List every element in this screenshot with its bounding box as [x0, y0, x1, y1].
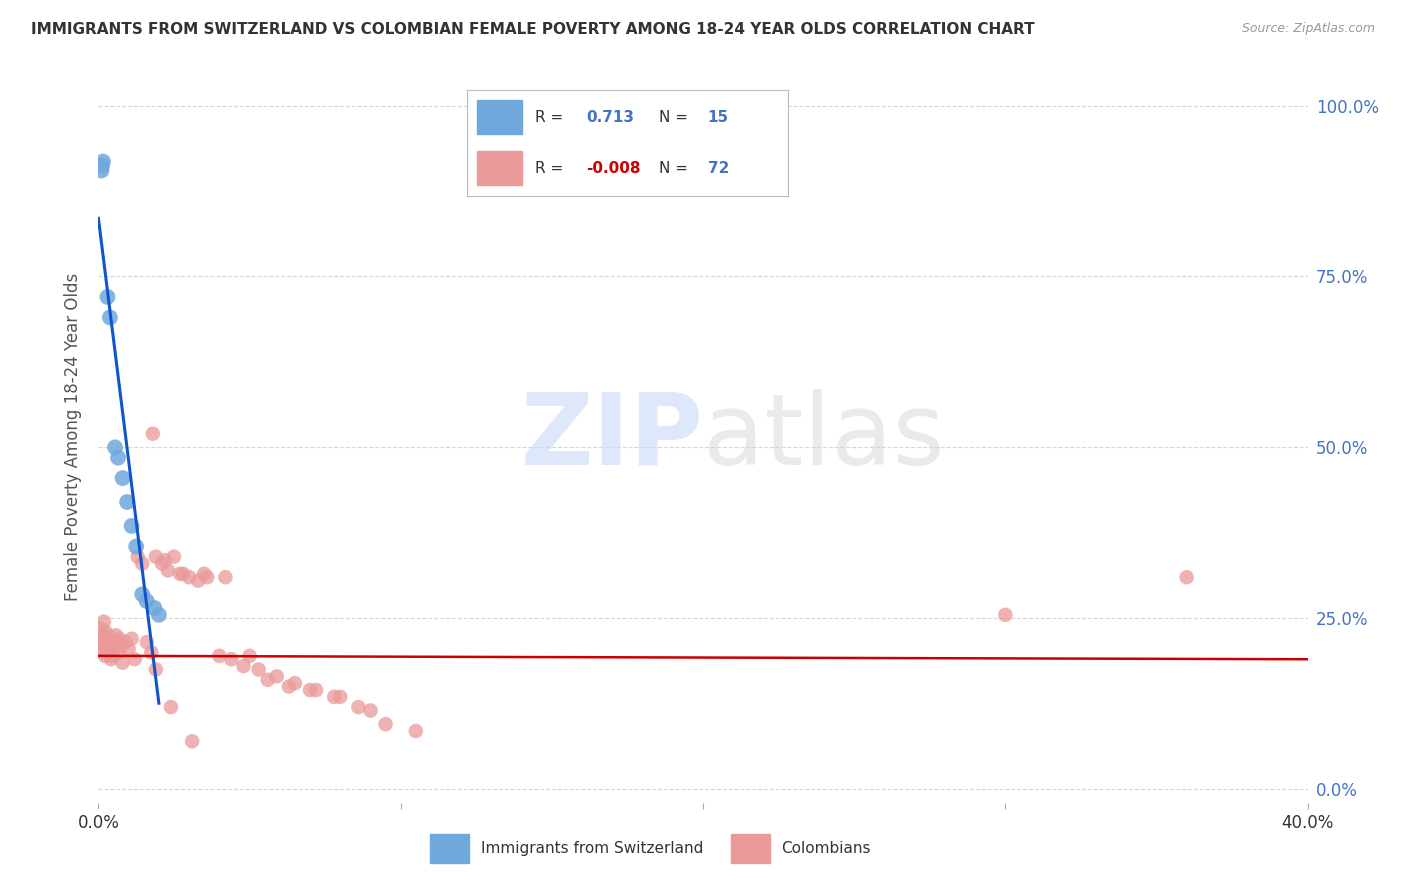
Point — [96, 642, 118, 657]
Point — [96, 639, 118, 653]
Point — [127, 549, 149, 564]
Point — [163, 549, 186, 564]
Point — [90, 163, 112, 178]
Point — [93, 615, 115, 629]
Point — [91, 639, 114, 653]
Text: ZIP: ZIP — [520, 389, 703, 485]
Point — [121, 519, 143, 533]
Point — [135, 594, 157, 608]
Point — [121, 632, 143, 646]
Point — [94, 624, 117, 639]
Text: atlas: atlas — [703, 389, 945, 485]
Point — [96, 628, 118, 642]
Point — [141, 645, 163, 659]
Point — [89, 632, 111, 646]
Y-axis label: Female Poverty Among 18-24 Year Olds: Female Poverty Among 18-24 Year Olds — [63, 273, 82, 601]
Point — [299, 683, 322, 698]
Point — [90, 635, 112, 649]
Point — [114, 635, 136, 649]
Point — [115, 495, 138, 509]
Point — [105, 635, 128, 649]
Point — [360, 704, 382, 718]
Point — [110, 639, 132, 653]
Point — [125, 540, 148, 554]
Point — [305, 683, 328, 698]
Point — [135, 635, 157, 649]
Point — [131, 587, 153, 601]
Point — [104, 440, 127, 454]
Point — [145, 549, 167, 564]
Point — [266, 669, 288, 683]
Text: IMMIGRANTS FROM SWITZERLAND VS COLOMBIAN FEMALE POVERTY AMONG 18-24 YEAR OLDS CO: IMMIGRANTS FROM SWITZERLAND VS COLOMBIAN… — [31, 22, 1035, 37]
Point — [118, 642, 141, 657]
Point — [277, 680, 299, 694]
Point — [91, 628, 114, 642]
Text: Source: ZipAtlas.com: Source: ZipAtlas.com — [1241, 22, 1375, 36]
Point — [98, 645, 121, 659]
Point — [107, 450, 129, 465]
Point — [181, 734, 204, 748]
Point — [256, 673, 278, 687]
Point — [124, 652, 146, 666]
Point — [193, 566, 215, 581]
Point — [232, 659, 254, 673]
Point — [104, 639, 127, 653]
Point — [195, 570, 218, 584]
Point — [145, 663, 167, 677]
Point — [107, 645, 129, 659]
Point — [94, 648, 117, 663]
Point — [91, 159, 114, 173]
Point — [90, 622, 112, 636]
Point — [239, 648, 262, 663]
Point — [148, 607, 170, 622]
Point — [1175, 570, 1198, 584]
Point — [98, 310, 121, 325]
Point — [94, 639, 117, 653]
Point — [221, 652, 243, 666]
Point — [247, 663, 270, 677]
Point — [108, 632, 131, 646]
Point — [347, 700, 370, 714]
Point — [187, 574, 209, 588]
Point — [142, 426, 165, 441]
Point — [91, 628, 114, 642]
Point — [179, 570, 201, 584]
Point — [994, 607, 1017, 622]
Point — [156, 563, 179, 577]
Point — [329, 690, 352, 704]
Point — [169, 566, 191, 581]
Point — [284, 676, 307, 690]
Point — [103, 635, 125, 649]
Point — [100, 652, 122, 666]
Point — [111, 471, 134, 485]
Point — [96, 290, 118, 304]
Point — [111, 656, 134, 670]
Point — [91, 645, 114, 659]
Point — [131, 557, 153, 571]
Point — [405, 724, 427, 739]
Point — [208, 648, 231, 663]
Point — [143, 601, 166, 615]
Point — [93, 632, 115, 646]
Point — [101, 642, 124, 657]
Point — [150, 557, 173, 571]
Point — [374, 717, 396, 731]
Point — [172, 566, 194, 581]
Point — [101, 648, 124, 663]
Point — [91, 154, 114, 169]
Point — [104, 628, 127, 642]
Point — [160, 700, 183, 714]
Point — [153, 553, 176, 567]
Point — [214, 570, 236, 584]
Point — [323, 690, 346, 704]
Point — [97, 635, 120, 649]
Point — [98, 632, 121, 646]
